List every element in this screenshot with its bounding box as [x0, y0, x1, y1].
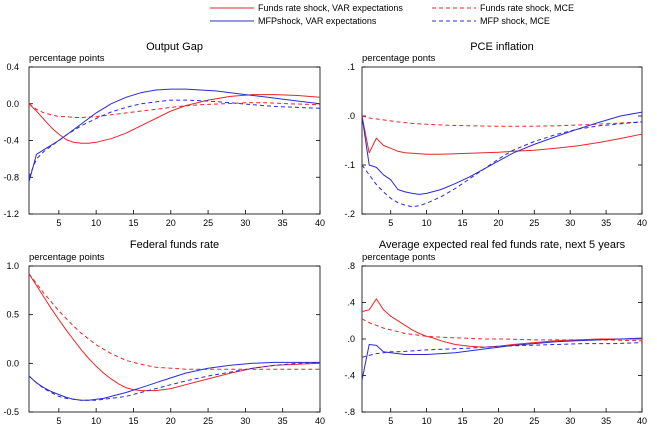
x-tick-label: 20: [166, 416, 176, 426]
y-tick-label: 0.5: [6, 310, 19, 320]
series-line: [28, 88, 321, 182]
y-tick-label: 1.0: [6, 261, 19, 271]
chart-panel: PCE inflation percentage ponts .1 .0 -.1 -.2 5…: [344, 41, 647, 228]
chart-panel: Federal funds rate percentage points 1.0 0.…: [3, 239, 325, 426]
x-tick-label: 10: [422, 218, 432, 228]
axis-unit-label: percentage points: [29, 252, 105, 263]
panels: Output Gap percentage points 0.4 0.0 -0.4 -0.…: [3, 41, 647, 426]
x-tick-label: 15: [128, 416, 138, 426]
axis-unit-label: percentage ponts: [362, 53, 436, 64]
series-line: [28, 361, 321, 401]
x-tick-label: 5: [56, 416, 61, 426]
chart-title: Federal funds rate: [130, 239, 219, 251]
legend-label: Funds rate shock, MCE: [480, 3, 574, 13]
y-tick-label: -0.8: [3, 172, 19, 182]
series-line: [28, 99, 321, 178]
legend-entry: Funds rate shock, MCE: [432, 3, 574, 13]
series-line: [28, 102, 321, 118]
y-tick-label: .0: [347, 111, 355, 121]
x-tick-label: 15: [128, 218, 138, 228]
series-line: [361, 115, 643, 127]
x-tick-label: 40: [315, 218, 325, 228]
x-tick-label: 30: [565, 218, 575, 228]
chart-panel: Output Gap percentage points 0.4 0.0 -0.4 -0.…: [3, 41, 325, 228]
x-tick-label: 20: [493, 218, 503, 228]
y-tick-label: -0.4: [3, 136, 19, 146]
x-tick-label: 35: [601, 416, 611, 426]
x-tick-label: 25: [203, 416, 213, 426]
x-tick-label: 35: [601, 218, 611, 228]
y-tick-label: 0.4: [6, 62, 19, 72]
x-tick-label: 10: [91, 218, 101, 228]
plot-frame: [361, 66, 643, 215]
x-tick-label: 15: [458, 218, 468, 228]
y-tick-label: -0.5: [3, 407, 19, 417]
x-tick-label: 20: [493, 416, 503, 426]
series-line: [361, 318, 643, 342]
chart-panel: Average expected real fed funds rate, ne…: [344, 239, 647, 426]
axis-unit-label: percentage points: [29, 53, 105, 64]
y-tick-label: .8: [347, 261, 355, 271]
chart-title: PCE inflation: [470, 41, 534, 53]
x-tick-label: 40: [315, 416, 325, 426]
y-tick-label: -.4: [344, 371, 355, 381]
x-tick-label: 35: [278, 218, 288, 228]
x-tick-label: 40: [637, 416, 647, 426]
y-tick-label: 0.0: [6, 358, 19, 368]
legend-label: Funds rate shock, VAR expectations: [258, 3, 403, 13]
y-tick-label: -.1: [344, 160, 355, 170]
legend-label: MFPshock, VAR expectations: [258, 16, 377, 26]
x-tick-label: 15: [458, 416, 468, 426]
series-line: [28, 273, 321, 392]
y-tick-label: -1.2: [3, 209, 19, 219]
chart-title: Average expected real fed funds rate, ne…: [379, 239, 626, 251]
x-tick-label: 30: [240, 218, 250, 228]
legend-entry: MFP shock, MCE: [432, 16, 550, 26]
x-tick-label: 25: [203, 218, 213, 228]
y-tick-label: .0: [347, 334, 355, 344]
y-tick-label: 0.0: [6, 99, 19, 109]
x-tick-label: 10: [422, 416, 432, 426]
series-line: [361, 298, 642, 348]
x-tick-label: 25: [529, 416, 539, 426]
series-line: [28, 94, 321, 144]
y-tick-label: .1: [347, 62, 355, 72]
x-tick-label: 5: [388, 416, 393, 426]
series-line: [361, 342, 643, 358]
series-line: [361, 115, 643, 155]
axis-unit-label: percentage ponts: [362, 252, 436, 263]
y-tick-label: .4: [347, 298, 355, 308]
plot-frame: [28, 265, 321, 413]
legend-entry: MFPshock, VAR expectations: [210, 16, 377, 26]
legend-entry: Funds rate shock, VAR expectations: [210, 3, 403, 13]
x-tick-label: 30: [565, 416, 575, 426]
x-tick-label: 35: [278, 416, 288, 426]
x-tick-label: 5: [56, 218, 61, 228]
x-tick-label: 40: [637, 218, 647, 228]
x-tick-label: 30: [240, 416, 250, 426]
y-tick-label: -.2: [344, 209, 355, 219]
chart-title: Output Gap: [146, 41, 203, 53]
x-tick-label: 25: [529, 218, 539, 228]
x-tick-label: 20: [166, 218, 176, 228]
x-tick-label: 5: [388, 218, 393, 228]
y-tick-label: -.8: [344, 407, 355, 417]
series-line: [28, 361, 320, 401]
series-line: [361, 121, 643, 208]
legend-label: MFP shock, MCE: [480, 16, 550, 26]
legend: Funds rate shock, VAR expectations Funds …: [210, 3, 574, 26]
series-line: [28, 273, 320, 370]
series-line: [361, 337, 643, 381]
x-tick-label: 10: [91, 416, 101, 426]
series-line: [361, 111, 643, 195]
